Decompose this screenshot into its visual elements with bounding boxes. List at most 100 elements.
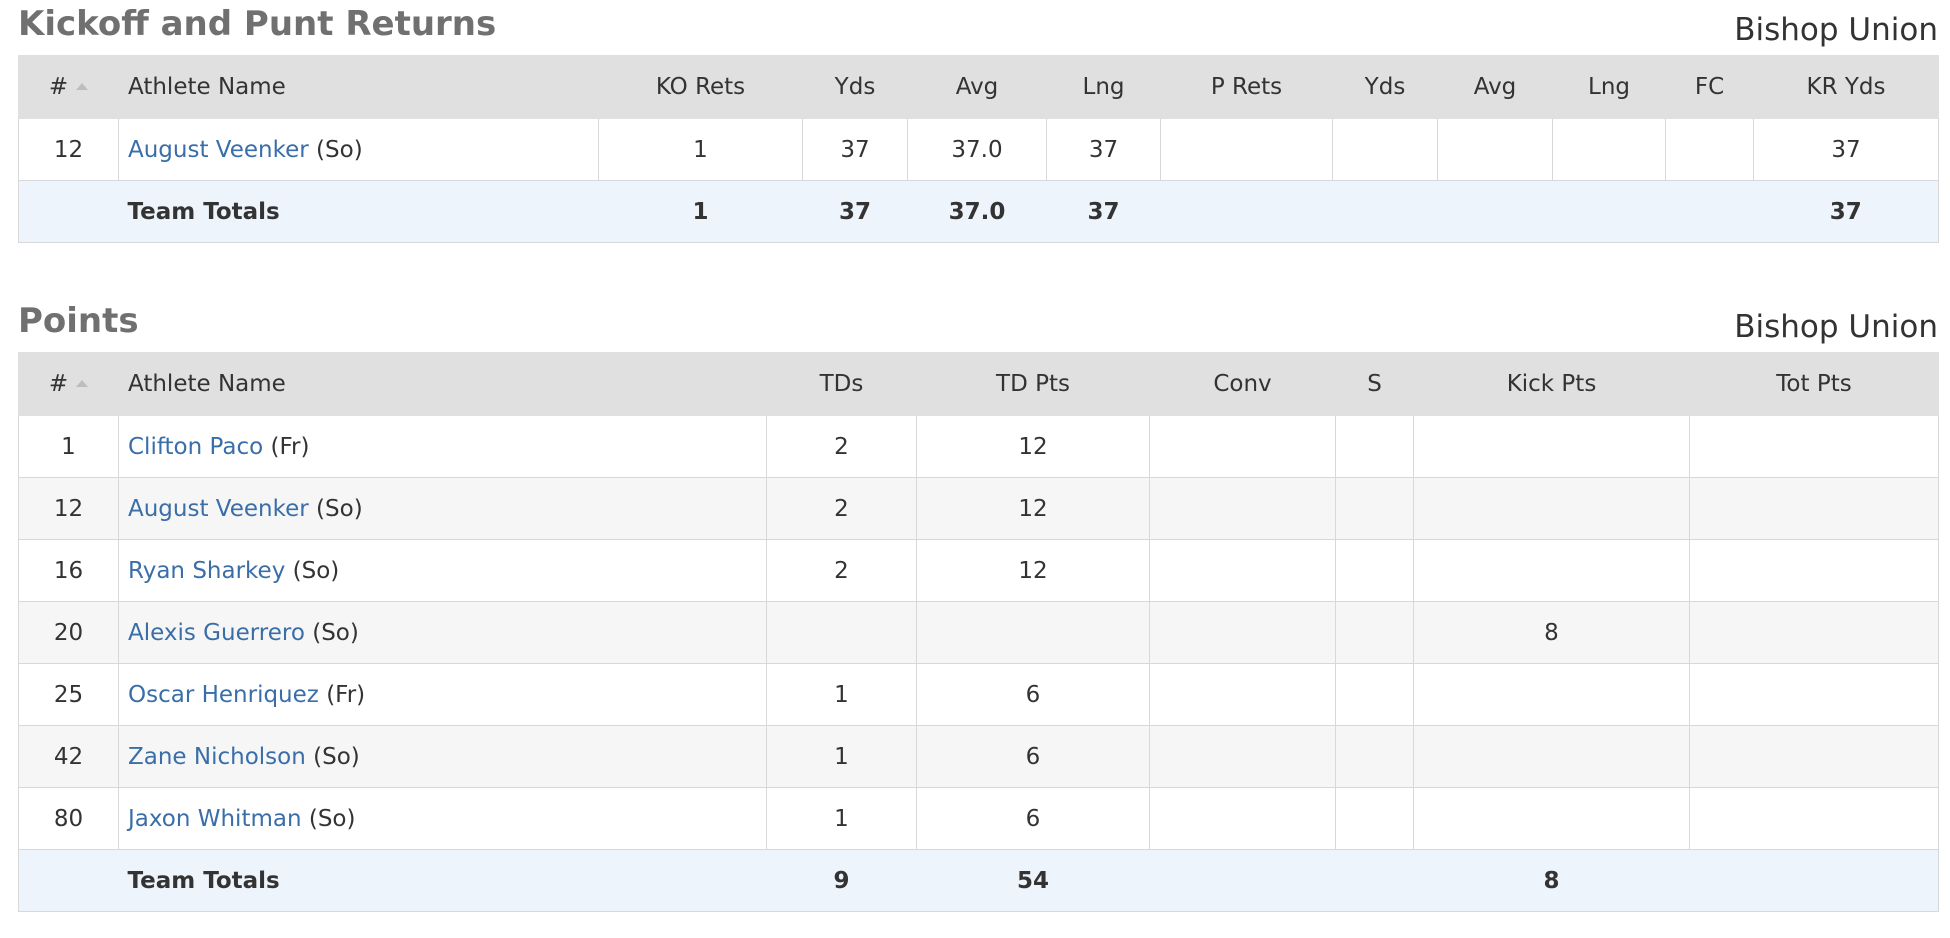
- athlete-cell: Zane Nicholson (So): [118, 725, 767, 788]
- stat-cell: [1689, 663, 1939, 726]
- athlete-cell: Ryan Sharkey (So): [118, 539, 767, 602]
- athlete-link[interactable]: Ryan Sharkey: [128, 557, 286, 584]
- section-title: Points: [18, 301, 139, 341]
- total-cell: 8: [1413, 849, 1690, 912]
- stat-cell: [1335, 601, 1414, 664]
- stat-cell: [1689, 539, 1939, 602]
- table-row: 80 Jaxon Whitman (So) 1 6: [18, 787, 1939, 850]
- jersey-number: 1: [18, 415, 119, 478]
- section-title: Kickoff and Punt Returns: [18, 4, 497, 44]
- stat-cell: [1160, 118, 1333, 181]
- totals-spacer: [18, 180, 119, 243]
- table-row: 1 Clifton Paco (Fr) 2 12: [18, 415, 1939, 478]
- athlete-link[interactable]: Jaxon Whitman: [128, 805, 302, 832]
- column-header-number[interactable]: #: [18, 55, 119, 119]
- class-year: (Fr): [270, 433, 310, 460]
- column-header-p-avg[interactable]: Avg: [1437, 55, 1553, 119]
- stat-cell: [1335, 415, 1414, 478]
- column-header-athlete[interactable]: Athlete Name: [118, 352, 767, 416]
- column-header-conv[interactable]: Conv: [1149, 352, 1336, 416]
- total-cell: [1149, 849, 1336, 912]
- points-section: Points Bishop Union # Athlete Name TDs T…: [18, 297, 1939, 912]
- column-header-s[interactable]: S: [1335, 352, 1414, 416]
- stat-cell: 8: [1413, 601, 1690, 664]
- stat-cell: 1: [766, 725, 917, 788]
- stat-cell: 2: [766, 415, 917, 478]
- stat-cell: [1689, 415, 1939, 478]
- stat-cell: 1: [766, 787, 917, 850]
- stat-cell: [1149, 539, 1336, 602]
- column-header-kr-yds[interactable]: KR Yds: [1753, 55, 1939, 119]
- total-cell: 37: [1046, 180, 1161, 243]
- stat-cell: [1335, 787, 1414, 850]
- athlete-link[interactable]: Oscar Henriquez: [128, 681, 319, 708]
- stat-cell: [1149, 787, 1336, 850]
- athlete-cell: Clifton Paco (Fr): [118, 415, 767, 478]
- column-header-td-pts[interactable]: TD Pts: [916, 352, 1150, 416]
- stat-cell: [1335, 663, 1414, 726]
- stat-cell: [1413, 415, 1690, 478]
- class-year: (So): [308, 805, 356, 832]
- stat-cell: [1335, 725, 1414, 788]
- athlete-cell: Oscar Henriquez (Fr): [118, 663, 767, 726]
- class-year: (So): [316, 495, 363, 522]
- total-cell: 9: [766, 849, 917, 912]
- stat-cell: 37: [1046, 118, 1161, 181]
- totals-label: Team Totals: [118, 180, 599, 243]
- column-header-ko-lng[interactable]: Lng: [1046, 55, 1161, 119]
- class-year: (So): [292, 557, 340, 584]
- athlete-cell: Alexis Guerrero (So): [118, 601, 767, 664]
- stat-cell: 37: [802, 118, 908, 181]
- athlete-link[interactable]: Clifton Paco: [128, 433, 264, 460]
- stat-cell: [1413, 539, 1690, 602]
- column-header-p-lng[interactable]: Lng: [1552, 55, 1666, 119]
- athlete-link[interactable]: Alexis Guerrero: [128, 619, 305, 646]
- table-header-row: # Athlete Name TDs TD Pts Conv S Kick Pt…: [18, 352, 1939, 416]
- stat-cell: 6: [916, 725, 1150, 788]
- athlete-link[interactable]: Zane Nicholson: [128, 743, 306, 770]
- total-cell: [1332, 180, 1438, 243]
- stat-cell: [916, 601, 1150, 664]
- stat-cell: 1: [766, 663, 917, 726]
- total-cell: 37: [802, 180, 908, 243]
- athlete-cell: August Veenker (So): [118, 118, 599, 181]
- column-header-tds[interactable]: TDs: [766, 352, 917, 416]
- sort-ascending-icon[interactable]: [76, 83, 89, 90]
- sort-ascending-icon[interactable]: [76, 380, 89, 387]
- athlete-link[interactable]: August Veenker: [128, 495, 309, 522]
- total-cell: [1437, 180, 1553, 243]
- points-table: # Athlete Name TDs TD Pts Conv S Kick Pt…: [18, 352, 1939, 912]
- column-header-ko-yds[interactable]: Yds: [802, 55, 908, 119]
- column-header-ko-rets[interactable]: KO Rets: [598, 55, 803, 119]
- column-header-fc[interactable]: FC: [1665, 55, 1754, 119]
- stat-cell: [1332, 118, 1438, 181]
- jersey-number: 42: [18, 725, 119, 788]
- table-row: 42 Zane Nicholson (So) 1 6: [18, 725, 1939, 788]
- table-row: 20 Alexis Guerrero (So) 8: [18, 601, 1939, 664]
- stat-cell: [1437, 118, 1553, 181]
- stat-cell: [1149, 663, 1336, 726]
- column-header-number[interactable]: #: [18, 352, 119, 416]
- team-name: Bishop Union: [1734, 12, 1938, 48]
- column-header-tot-pts[interactable]: Tot Pts: [1689, 352, 1939, 416]
- column-header-p-yds[interactable]: Yds: [1332, 55, 1438, 119]
- column-header-athlete[interactable]: Athlete Name: [118, 55, 599, 119]
- total-cell: 54: [916, 849, 1150, 912]
- jersey-number: 25: [18, 663, 119, 726]
- stat-cell: [1149, 415, 1336, 478]
- athlete-link[interactable]: August Veenker: [128, 136, 309, 163]
- stat-cell: 6: [916, 663, 1150, 726]
- table-row: 12 August Veenker (So) 2 12: [18, 477, 1939, 540]
- column-header-ko-avg[interactable]: Avg: [907, 55, 1047, 119]
- team-totals-row: Team Totals 9 54 8: [18, 849, 1939, 912]
- stat-cell: 12: [916, 415, 1150, 478]
- jersey-number: 16: [18, 539, 119, 602]
- team-totals-row: Team Totals 1 37 37.0 37 37: [18, 180, 1939, 243]
- column-header-kick-pts[interactable]: Kick Pts: [1413, 352, 1690, 416]
- column-header-p-rets[interactable]: P Rets: [1160, 55, 1333, 119]
- jersey-number: 80: [18, 787, 119, 850]
- stat-cell: 6: [916, 787, 1150, 850]
- athlete-cell: Jaxon Whitman (So): [118, 787, 767, 850]
- table-row: 25 Oscar Henriquez (Fr) 1 6: [18, 663, 1939, 726]
- stat-cell: 12: [916, 477, 1150, 540]
